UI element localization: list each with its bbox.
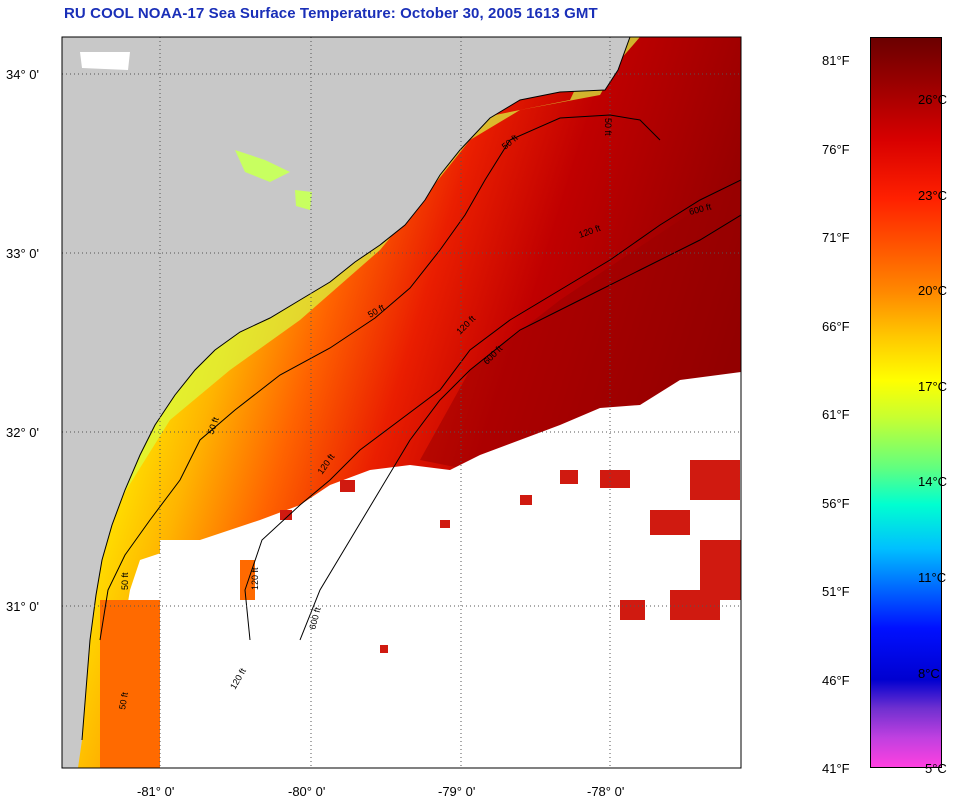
fahrenheit-label: 81°F xyxy=(822,53,850,68)
celsius-label: 26°C xyxy=(918,92,948,107)
nearshore-band xyxy=(62,37,640,640)
warm-pixels-south xyxy=(100,560,255,768)
lat-label: 32° 0' xyxy=(6,425,39,440)
lat-label: 31° 0' xyxy=(6,599,39,614)
lon-label: -78° 0' xyxy=(587,784,624,799)
fahrenheit-label: 56°F xyxy=(822,496,850,511)
contour-label: 50 ft xyxy=(117,691,130,710)
fahrenheit-label: 61°F xyxy=(822,407,850,422)
warm-pixels xyxy=(280,460,741,653)
inland-patch xyxy=(295,190,312,210)
lat-label: 33° 0' xyxy=(6,246,39,261)
coastline xyxy=(81,37,631,741)
fahrenheit-label: 46°F xyxy=(822,673,850,688)
contour-label: 50 ft xyxy=(120,572,130,590)
celsius-label: 20°C xyxy=(918,283,948,298)
cloud-mask xyxy=(160,540,240,768)
cloud-mask xyxy=(80,52,130,70)
lat-label: 34° 0' xyxy=(6,67,39,82)
fahrenheit-label: 41°F xyxy=(822,761,850,776)
celsius-label: 23°C xyxy=(918,188,948,203)
celsius-label: 14°C xyxy=(918,474,948,489)
fahrenheit-label: 66°F xyxy=(822,319,850,334)
map-title: RU COOL NOAA-17 Sea Surface Temperature:… xyxy=(64,5,598,22)
contour-50ft xyxy=(99,114,661,641)
celsius-label: 17°C xyxy=(918,379,948,394)
cloud-mask xyxy=(125,372,741,768)
contour-label: 50 ft xyxy=(603,118,613,136)
contour-120ft xyxy=(244,179,741,641)
isobath-contours xyxy=(81,37,741,741)
inland-patch xyxy=(235,150,290,182)
contour-600ft xyxy=(299,214,741,641)
celsius-label: 5°C xyxy=(925,761,947,776)
celsius-label: 11°C xyxy=(918,570,947,585)
contour-label: 120 ft xyxy=(250,567,260,590)
temperature-colorbar xyxy=(870,37,942,768)
lon-axis: -81° 0' -80° 0' -79° 0' -78° 0' xyxy=(137,784,624,799)
fahrenheit-label: 76°F xyxy=(822,142,850,157)
map-frame xyxy=(61,36,742,769)
lat-axis: 34° 0' 33° 0' 32° 0' 31° 0' xyxy=(6,67,39,614)
celsius-label: 8°C xyxy=(918,666,940,681)
land xyxy=(62,37,630,768)
fahrenheit-label: 71°F xyxy=(822,230,850,245)
lon-label: -81° 0' xyxy=(137,784,174,799)
fahrenheit-label: 51°F xyxy=(822,584,850,599)
lon-label: -80° 0' xyxy=(288,784,325,799)
lon-label: -79° 0' xyxy=(438,784,475,799)
